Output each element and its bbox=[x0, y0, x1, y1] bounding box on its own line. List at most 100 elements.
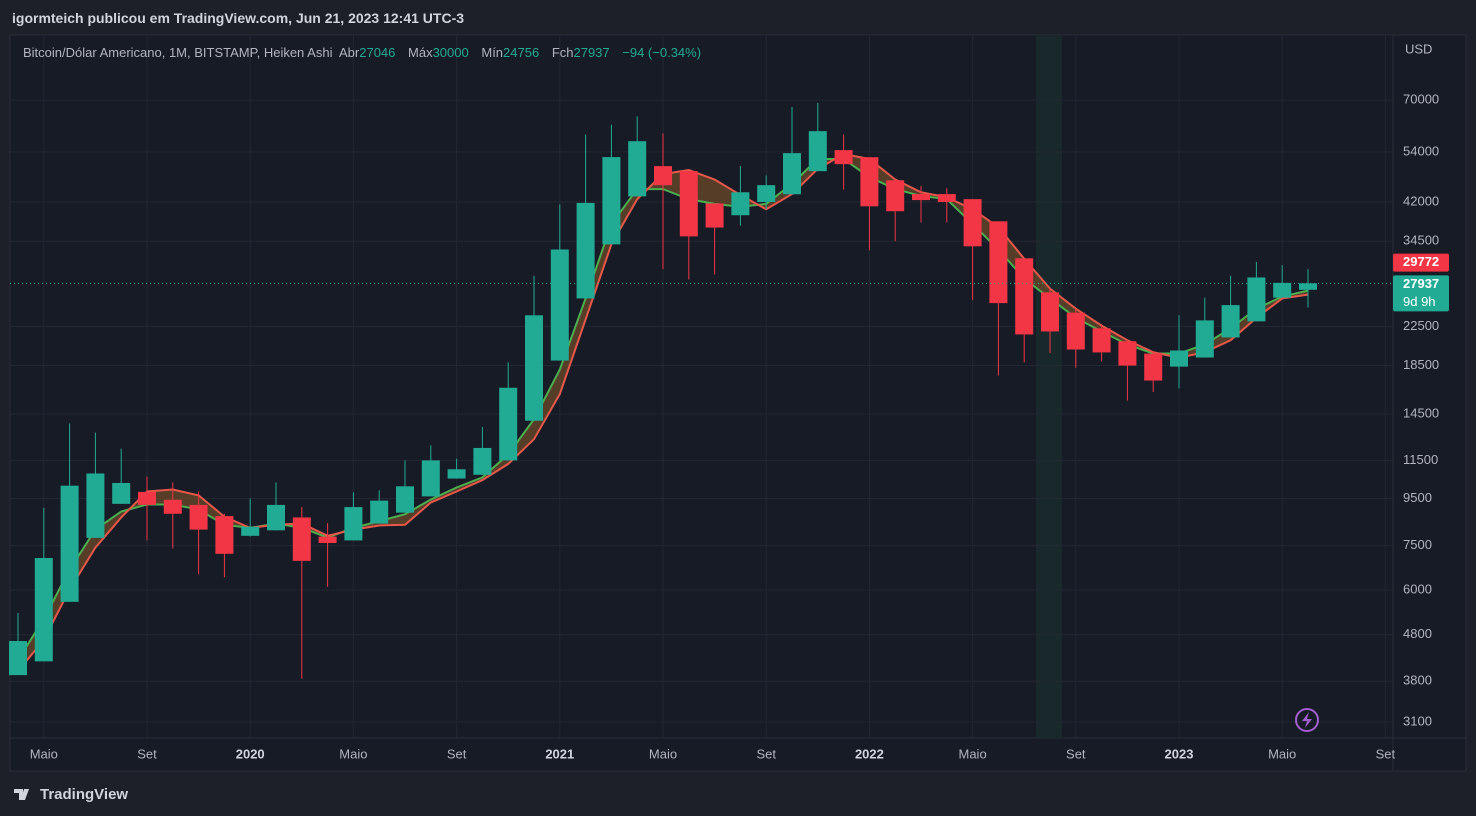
low-label: Mín bbox=[481, 45, 504, 60]
alert-icon-bolt bbox=[1302, 712, 1312, 728]
candle-body bbox=[550, 249, 569, 361]
x-tick-label: 2020 bbox=[236, 746, 265, 761]
x-tick-label: Maio bbox=[649, 746, 677, 761]
candle-body bbox=[834, 150, 853, 165]
candle-body bbox=[396, 486, 414, 513]
candle-body bbox=[9, 641, 27, 676]
candle-body bbox=[1195, 320, 1214, 358]
countdown: 9d 9h bbox=[1403, 294, 1436, 309]
candle-body bbox=[705, 203, 724, 228]
y-tick-label: 4800 bbox=[1403, 626, 1432, 641]
x-tick-label: 2021 bbox=[545, 746, 574, 761]
axis-unit: USD bbox=[1405, 41, 1432, 56]
high-value: 30000 bbox=[432, 45, 469, 60]
publish-info: igormteich publicou em TradingView.com, … bbox=[12, 10, 465, 26]
x-tick-label: Set bbox=[1066, 746, 1086, 761]
low-value: 24756 bbox=[503, 45, 540, 60]
candle-body bbox=[654, 166, 672, 186]
candle-body bbox=[783, 153, 801, 195]
last-price-box bbox=[1393, 275, 1449, 312]
candle-body bbox=[292, 517, 311, 561]
x-tick-label: Maio bbox=[30, 746, 58, 761]
y-tick-label: 18500 bbox=[1403, 357, 1439, 372]
x-tick-label: 2023 bbox=[1165, 746, 1194, 761]
candle-body bbox=[447, 469, 466, 479]
change: −94 (−0.34%) bbox=[622, 45, 702, 60]
candle-body bbox=[912, 194, 930, 201]
candle-body bbox=[86, 473, 105, 538]
y-tick-label: 14500 bbox=[1403, 406, 1439, 421]
candle-body bbox=[808, 131, 827, 172]
candle-body bbox=[1041, 292, 1059, 332]
x-tick-label: 2022 bbox=[855, 746, 884, 761]
candle-body bbox=[189, 504, 208, 530]
candle-body bbox=[1247, 277, 1266, 322]
marker-label-box bbox=[1393, 253, 1449, 272]
x-tick-label: Maio bbox=[1268, 746, 1296, 761]
last-price-label: 27937 bbox=[1403, 276, 1439, 291]
logo-mark bbox=[14, 789, 29, 800]
y-tick-label: 54000 bbox=[1403, 143, 1439, 158]
candle-body bbox=[525, 315, 543, 421]
candle-body bbox=[576, 202, 595, 299]
marker-label: 29772 bbox=[1403, 254, 1439, 269]
y-tick-label: 7500 bbox=[1403, 537, 1432, 552]
candle-body bbox=[860, 157, 879, 207]
candle-body bbox=[1015, 258, 1034, 335]
candle-body bbox=[138, 491, 156, 505]
candle-body bbox=[963, 199, 982, 247]
y-tick-label: 11500 bbox=[1403, 452, 1438, 467]
y-tick-label: 42000 bbox=[1403, 193, 1439, 208]
candle-body bbox=[421, 460, 440, 497]
alert-icon[interactable] bbox=[1295, 708, 1319, 732]
candle-body bbox=[1170, 350, 1188, 367]
candle-body bbox=[1273, 282, 1292, 298]
candle-body bbox=[1299, 283, 1317, 290]
candle-body bbox=[267, 504, 285, 531]
candle-body bbox=[989, 221, 1008, 304]
y-tick-label: 34500 bbox=[1403, 233, 1439, 248]
y-tick-label: 6000 bbox=[1403, 582, 1432, 597]
chart-frame bbox=[9, 34, 1467, 772]
candle-body bbox=[679, 171, 698, 237]
candle-body bbox=[344, 507, 363, 541]
candle-body bbox=[602, 157, 621, 245]
candle-body bbox=[473, 447, 492, 475]
candle-body bbox=[937, 194, 956, 202]
candle-body bbox=[1066, 312, 1085, 350]
open-value: 27046 bbox=[359, 45, 396, 60]
high-label: Máx bbox=[408, 45, 433, 60]
candle-body bbox=[370, 500, 389, 524]
x-tick-label: Maio bbox=[339, 746, 367, 761]
candle-body bbox=[215, 516, 234, 554]
legend: Bitcoin/Dólar Americano, 1M, BITSTAMP, H… bbox=[23, 45, 710, 60]
candle-body bbox=[886, 180, 905, 212]
candle-body bbox=[499, 387, 518, 461]
x-tick-label: Set bbox=[756, 746, 776, 761]
close-label: Fch bbox=[551, 45, 574, 60]
symbol-title: Bitcoin/Dólar Americano, 1M, BITSTAMP, H… bbox=[23, 45, 333, 60]
candle-body bbox=[163, 499, 182, 514]
candle-body bbox=[757, 185, 776, 202]
candle-body bbox=[318, 536, 337, 544]
candle-body bbox=[112, 482, 131, 504]
open-label: Abr bbox=[339, 45, 360, 60]
x-tick-label: Set bbox=[137, 746, 157, 761]
y-tick-label: 3100 bbox=[1403, 713, 1432, 728]
x-tick-label: Set bbox=[447, 746, 467, 761]
candle-body bbox=[731, 192, 750, 216]
highlight-band bbox=[1036, 35, 1062, 738]
close-value: 27937 bbox=[573, 45, 610, 60]
x-tick-label: Maio bbox=[959, 746, 987, 761]
candle-body bbox=[60, 485, 79, 602]
y-tick-label: 3800 bbox=[1403, 673, 1432, 688]
x-tick-label: Set bbox=[1376, 746, 1396, 761]
candle-body bbox=[1118, 341, 1137, 366]
candle-body bbox=[241, 526, 260, 536]
candle-body bbox=[1144, 353, 1163, 381]
candle-body bbox=[628, 141, 647, 197]
y-tick-label: 9500 bbox=[1403, 490, 1432, 505]
candle-body bbox=[1221, 305, 1240, 338]
